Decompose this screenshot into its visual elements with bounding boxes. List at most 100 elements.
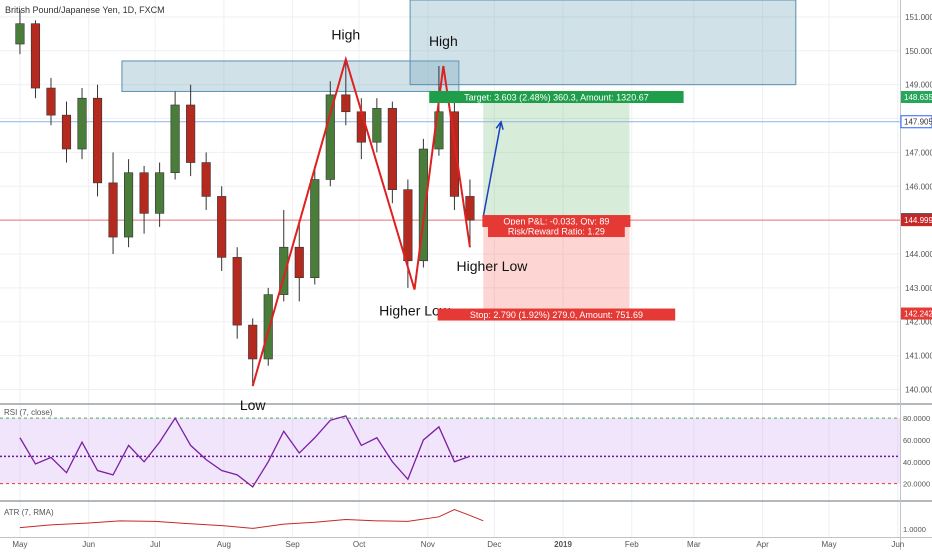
candle-body [310,179,320,278]
x-tick-label: Feb [625,540,639,549]
price-tag: 144.999 [901,214,932,227]
candle-body [108,182,118,238]
x-tick-label: Jul [150,540,160,549]
x-tick-label: Jun [82,540,95,549]
candle-body [356,111,366,143]
x-tick-label: Dec [487,540,501,549]
y-tick-label: 143.000 [905,284,932,293]
y-tick-label: 141.000 [905,352,932,361]
price-tag-bg [901,91,932,104]
pnl-label: Open P&L: -0.033, Qty: 89 [482,215,631,228]
atr-line [19,508,484,529]
candle-body [186,104,196,163]
candle-body [325,94,335,180]
candle-body [77,97,87,150]
x-tick-label: Jun [891,540,904,549]
candle-body [248,324,258,360]
rsi-tick-label: 20.0000 [903,480,930,489]
candle-body [139,172,149,214]
price-tag: 142.242 [901,307,932,320]
price-tag-text: 144.999 [904,216,932,225]
candle-body [217,196,227,258]
y-tick-label: 149.000 [905,81,932,90]
x-tick-label: Sep [285,540,300,549]
rsi-tick-label: 80.0000 [903,414,930,423]
rsi-tick-label: 60.0000 [903,436,930,445]
projection-arrow [482,121,502,217]
candle-body [279,246,289,295]
candle-body [170,104,180,174]
x-tick-label: Nov [421,540,435,549]
stop-label-bg [437,308,676,321]
pattern-label: High [429,33,458,49]
target-label: Target: 3.603 (2.48%) 360.3, Amount: 132… [429,91,684,104]
rsi-tick-label: 40.0000 [903,458,930,467]
pattern-label: High [331,26,360,42]
price-tag-text: 147.905 [904,118,932,127]
candle-body [449,111,460,197]
price-tag: 147.905 [900,115,932,129]
target-zone [483,97,630,220]
candle-body [124,172,134,238]
x-tick-label: Mar [687,540,701,549]
candle-body [263,294,273,360]
y-tick-label: 151.000 [905,13,932,22]
candle-body [341,94,351,113]
price-tag: 148.635 [901,91,932,104]
stop-label: Stop: 2.790 (1.92%) 279.0, Amount: 751.6… [437,308,676,321]
price-tag-text: 142.242 [904,310,932,319]
pattern-label: Higher Low [457,258,529,274]
chart-title: British Pound/Japanese Yen, 1D, FXCM [5,5,165,15]
candle-body [15,23,25,45]
y-tick-label: 142.000 [905,318,932,327]
x-tick-label: Apr [756,540,769,549]
x-tick-label: May [822,540,837,549]
resistance-zone [409,0,797,86]
y-tick-label: 144.000 [905,250,932,259]
price-tag-bg [900,115,932,129]
pattern-label: Higher Low [379,303,451,319]
x-tick-label: Aug [217,540,231,549]
candle-body [92,97,103,184]
pattern-line [251,55,471,387]
candle-body [418,148,428,262]
price-tag-text: 148.635 [904,93,932,102]
candle-body [465,196,475,221]
y-tick-label: 140.000 [905,385,932,394]
candle-body [403,189,413,262]
x-tick-label: May [12,540,27,549]
candle-body [30,23,41,89]
candle-body [46,87,56,116]
rsi-label: RSI (7, close) [4,408,53,417]
candle-body [201,162,211,197]
candle-body [61,114,72,150]
atr-label: ATR (7, RMA) [4,508,54,517]
target-label-bg [429,91,684,104]
price-tag-bg [901,307,932,320]
rr-label-text: Risk/Reward Ratio: 1.29 [508,227,605,237]
y-tick-label: 150.000 [905,47,932,56]
resistance-zone [121,60,460,92]
candle-body [294,246,304,278]
rr-label-bg [488,225,625,238]
y-tick-label: 146.000 [905,182,932,191]
pnl-label-text: Open P&L: -0.033, Qty: 89 [503,217,609,227]
candle-body [155,172,165,214]
rsi-line [19,415,471,488]
stop-label-text: Stop: 2.790 (1.92%) 279.0, Amount: 751.6… [470,310,643,320]
pattern-label: Low [240,397,267,413]
target-label-text: Target: 3.603 (2.48%) 360.3, Amount: 132… [464,93,649,103]
candle-body [372,108,382,143]
candle-body [387,108,397,190]
candle-body [232,257,242,326]
x-tick-label: Oct [353,540,366,549]
y-tick-label: 147.000 [905,148,932,157]
atr-tick-label: 1.0000 [903,525,926,534]
rr-label: Risk/Reward Ratio: 1.29 [488,225,625,238]
pnl-label-bg [482,215,631,228]
projection-arrow-head [495,120,504,130]
x-tick-label: 2019 [554,540,572,549]
price-tag-bg [901,214,932,227]
